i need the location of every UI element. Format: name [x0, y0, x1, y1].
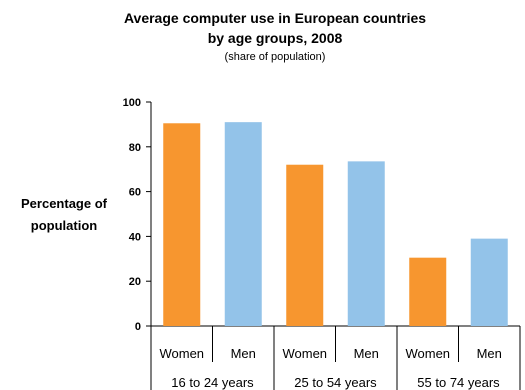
- y-tick-label: 20: [129, 276, 141, 288]
- y-tick-label: 40: [129, 231, 141, 243]
- category-label: Men: [354, 346, 379, 361]
- y-tick-label: 80: [129, 142, 141, 154]
- chart-subtitle: (share of population): [225, 51, 326, 63]
- y-axis-label-line-1: Percentage of: [21, 196, 108, 211]
- bar-men-group-3: [470, 238, 508, 326]
- bar-women-group-3: [409, 257, 447, 326]
- category-label: Men: [477, 346, 502, 361]
- y-tick-label: 60: [129, 187, 141, 199]
- plot-area: 0 20 40 60 80 100 Women Men Women Men Women Men 16 t…: [123, 97, 521, 390]
- chart-title-line-2: by age groups, 2008: [208, 30, 343, 46]
- category-label: Women: [405, 346, 450, 361]
- category-label: Women: [282, 346, 327, 361]
- y-axis-label-line-2: population: [31, 218, 97, 233]
- bar-men-group-1: [224, 122, 262, 326]
- group-label: 25 to 54 years: [294, 375, 377, 390]
- category-label: Women: [159, 346, 204, 361]
- group-label: 16 to 24 years: [171, 375, 254, 390]
- bar-women-group-1: [163, 123, 201, 326]
- chart-title-line-1: Average computer use in European countri…: [124, 10, 426, 26]
- category-label: Men: [231, 346, 256, 361]
- bar-men-group-2: [347, 161, 385, 326]
- bar-women-group-2: [286, 164, 324, 326]
- group-label: 55 to 74 years: [417, 375, 500, 390]
- y-tick-label: 0: [135, 321, 141, 333]
- y-tick-label: 100: [123, 97, 141, 109]
